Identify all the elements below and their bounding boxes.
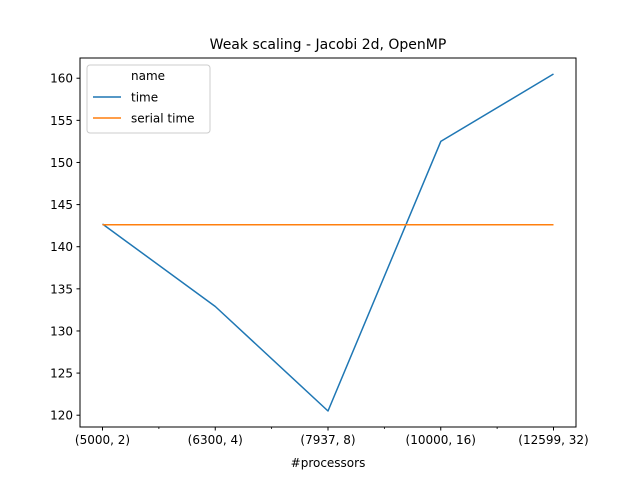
- x-tick-label: (10000, 16): [406, 433, 476, 447]
- y-tick-label: 130: [50, 324, 73, 338]
- x-tick-label: (6300, 4): [188, 433, 243, 447]
- legend-label-time: time: [131, 91, 158, 105]
- plot-frame: [79, 57, 577, 428]
- legend-label-serial-time: serial time: [131, 112, 195, 126]
- series-line-time: [102, 73, 554, 412]
- chart-title: Weak scaling - Jacobi 2d, OpenMP: [210, 37, 447, 53]
- x-tick-label: (5000, 2): [75, 433, 130, 447]
- y-tick-label: 120: [50, 409, 73, 423]
- series-layer: [102, 73, 554, 412]
- y-tick-label: 135: [50, 282, 73, 296]
- y-tick-label: 125: [50, 367, 73, 381]
- legend-box: [86, 64, 211, 134]
- legend: name time serial time: [86, 64, 211, 134]
- x-axis: (5000, 2) (6300, 4) (7937, 8) (10000, 16) (1…: [75, 427, 589, 447]
- y-tick-label: 150: [50, 156, 73, 170]
- x-tick-label: (12599, 32): [518, 433, 588, 447]
- x-axis-label: #processors: [291, 456, 366, 470]
- y-tick-label: 140: [50, 240, 73, 254]
- legend-title: name: [131, 69, 165, 83]
- x-tick-label: (7937, 8): [300, 433, 355, 447]
- y-axis: 120 125 130 135 140 145 150 155 160: [50, 72, 80, 423]
- y-tick-label: 145: [50, 198, 73, 212]
- y-tick-label: 160: [50, 72, 73, 86]
- y-tick-label: 155: [50, 114, 73, 128]
